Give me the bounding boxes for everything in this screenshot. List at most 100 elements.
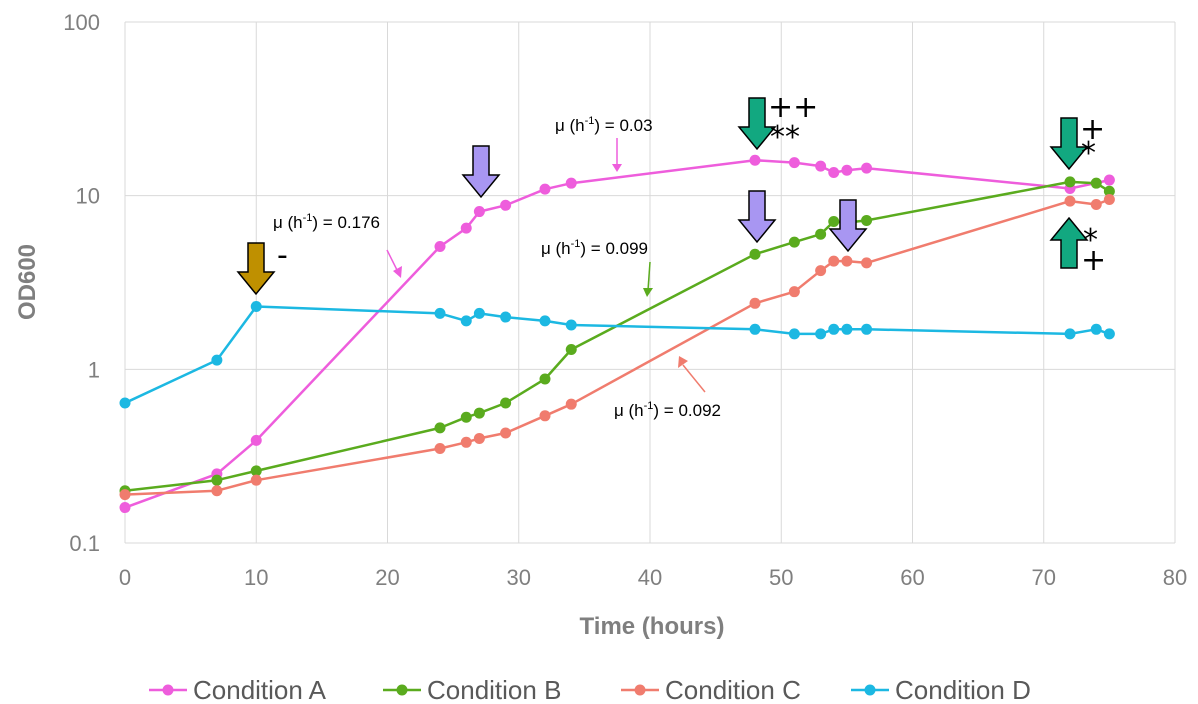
mu-arrow-a-exponential — [386, 249, 399, 273]
series-condition-c-point — [815, 265, 827, 277]
series-condition-d-point — [211, 354, 223, 366]
series-condition-a-point — [460, 222, 472, 234]
series-condition-b-point — [211, 474, 223, 486]
series-condition-b-point — [500, 397, 512, 409]
x-tick-label: 70 — [1032, 565, 1056, 590]
series-condition-d-point — [250, 301, 262, 313]
marker-symbol-star: * — [1081, 136, 1096, 171]
series-condition-b-point — [828, 215, 840, 227]
series-condition-c-point — [539, 410, 551, 422]
mu-arrowhead-b — [643, 288, 653, 297]
series-condition-b-point — [460, 411, 472, 423]
series-condition-c-point — [828, 255, 840, 267]
teal-up-arrow-icon — [1049, 216, 1089, 269]
mu-label-b: μ (h-1) = 0.099 — [541, 238, 648, 258]
series-condition-a-point — [841, 164, 853, 176]
y-tick-label: 100 — [63, 10, 100, 35]
marker-symbol-plus: + — [1080, 112, 1105, 147]
mu-arrow-b — [647, 261, 651, 291]
series-layer — [119, 154, 1115, 514]
mu-arrow-c — [682, 364, 706, 393]
series-condition-a-point — [749, 154, 761, 166]
legend-condition-d-label: Condition D — [895, 675, 1031, 704]
series-condition-b-point — [539, 373, 551, 385]
series-condition-d-line — [124, 305, 1110, 405]
series-condition-c-line — [124, 198, 1110, 496]
series-condition-d-point — [1064, 328, 1076, 340]
series-condition-d-point — [861, 323, 873, 335]
x-axis-ticks: 0 10 20 30 40 50 60 70 80 — [119, 565, 1187, 590]
x-tick-label: 50 — [769, 565, 793, 590]
series-condition-c-point — [749, 297, 761, 309]
y-tick-label: 0.1 — [69, 531, 100, 556]
series-condition-c-point — [1103, 194, 1115, 206]
series-condition-d-point — [815, 328, 827, 340]
series-condition-d-point — [841, 323, 853, 335]
x-tick-label: 0 — [119, 565, 131, 590]
series-condition-b-point — [861, 214, 873, 226]
series-condition-d-point — [119, 397, 131, 409]
series-condition-b-point — [250, 465, 262, 477]
series-condition-c-point — [250, 474, 262, 486]
mu-arrowhead-a-plateau — [612, 164, 622, 172]
grid-lines — [124, 21, 1176, 544]
series-condition-a-point — [565, 177, 577, 189]
series-condition-c-point — [565, 398, 577, 410]
series-condition-a-point — [250, 434, 262, 446]
mu-label-a-exponential: μ (h-1) = 0.176 — [273, 212, 380, 232]
series-condition-b-point — [1090, 177, 1102, 189]
event-markers: - ++ ** + * * + — [236, 90, 1106, 296]
series-condition-b-point — [788, 236, 800, 248]
purple-down-arrow-icon — [461, 145, 501, 199]
x-tick-label: 40 — [638, 565, 662, 590]
mu-arrowhead-c — [678, 356, 688, 368]
series-condition-b-point — [815, 228, 827, 240]
y-tick-label: 10 — [76, 184, 100, 209]
series-condition-a-point — [1103, 174, 1115, 186]
series-condition-b-point — [565, 344, 577, 356]
series-condition-a-point — [828, 166, 840, 178]
marker-symbol-star-star: ** — [770, 120, 800, 155]
teal-down-arrow-icon — [737, 97, 777, 151]
series-condition-d-point — [434, 307, 446, 319]
gold-down-arrow-icon — [236, 242, 276, 296]
legend-condition-a-label: Condition A — [193, 675, 327, 704]
legend-condition-c-swatch-marker — [634, 684, 646, 696]
series-condition-c-point — [1090, 198, 1102, 210]
marker-symbol-plus: + — [1081, 243, 1106, 278]
series-condition-d-point — [828, 323, 840, 335]
series-condition-b-point — [434, 422, 446, 434]
series-condition-d-point — [460, 315, 472, 327]
series-condition-d-point — [565, 319, 577, 331]
series-condition-d-point — [473, 307, 485, 319]
mu-label-a-plateau: μ (h-1) = 0.03 — [555, 115, 653, 135]
series-condition-d-point — [1090, 323, 1102, 335]
series-condition-d-point — [1103, 328, 1115, 340]
series-condition-a-point — [539, 183, 551, 195]
y-tick-label: 1 — [88, 357, 100, 382]
series-condition-a-point — [119, 502, 131, 514]
purple-down-arrow-icon — [828, 199, 868, 253]
series-condition-d-point — [749, 323, 761, 335]
series-condition-a-point — [861, 162, 873, 174]
marker-symbol-plus-plus: ++ — [768, 90, 818, 125]
x-axis-title: Time (hours) — [580, 613, 725, 640]
series-condition-d-point — [500, 311, 512, 323]
legend-condition-c-label: Condition C — [665, 675, 801, 704]
legend-condition-d-swatch-marker — [864, 684, 876, 696]
series-condition-c-point — [788, 286, 800, 298]
series-condition-a-point — [500, 199, 512, 211]
series-condition-c-point — [434, 443, 446, 455]
series-condition-b-point — [749, 248, 761, 260]
series-condition-a-point — [788, 157, 800, 169]
purple-down-arrow-icon — [737, 190, 777, 244]
teal-down-arrow-icon — [1049, 117, 1089, 171]
series-condition-c-point — [211, 485, 223, 497]
marker-symbol-minus: - — [277, 238, 288, 273]
x-tick-label: 20 — [375, 565, 399, 590]
series-condition-c-point — [500, 427, 512, 439]
mu-arrowhead-a-exponential — [393, 266, 402, 278]
series-condition-c-point — [473, 432, 485, 444]
series-condition-c-point — [460, 436, 472, 448]
